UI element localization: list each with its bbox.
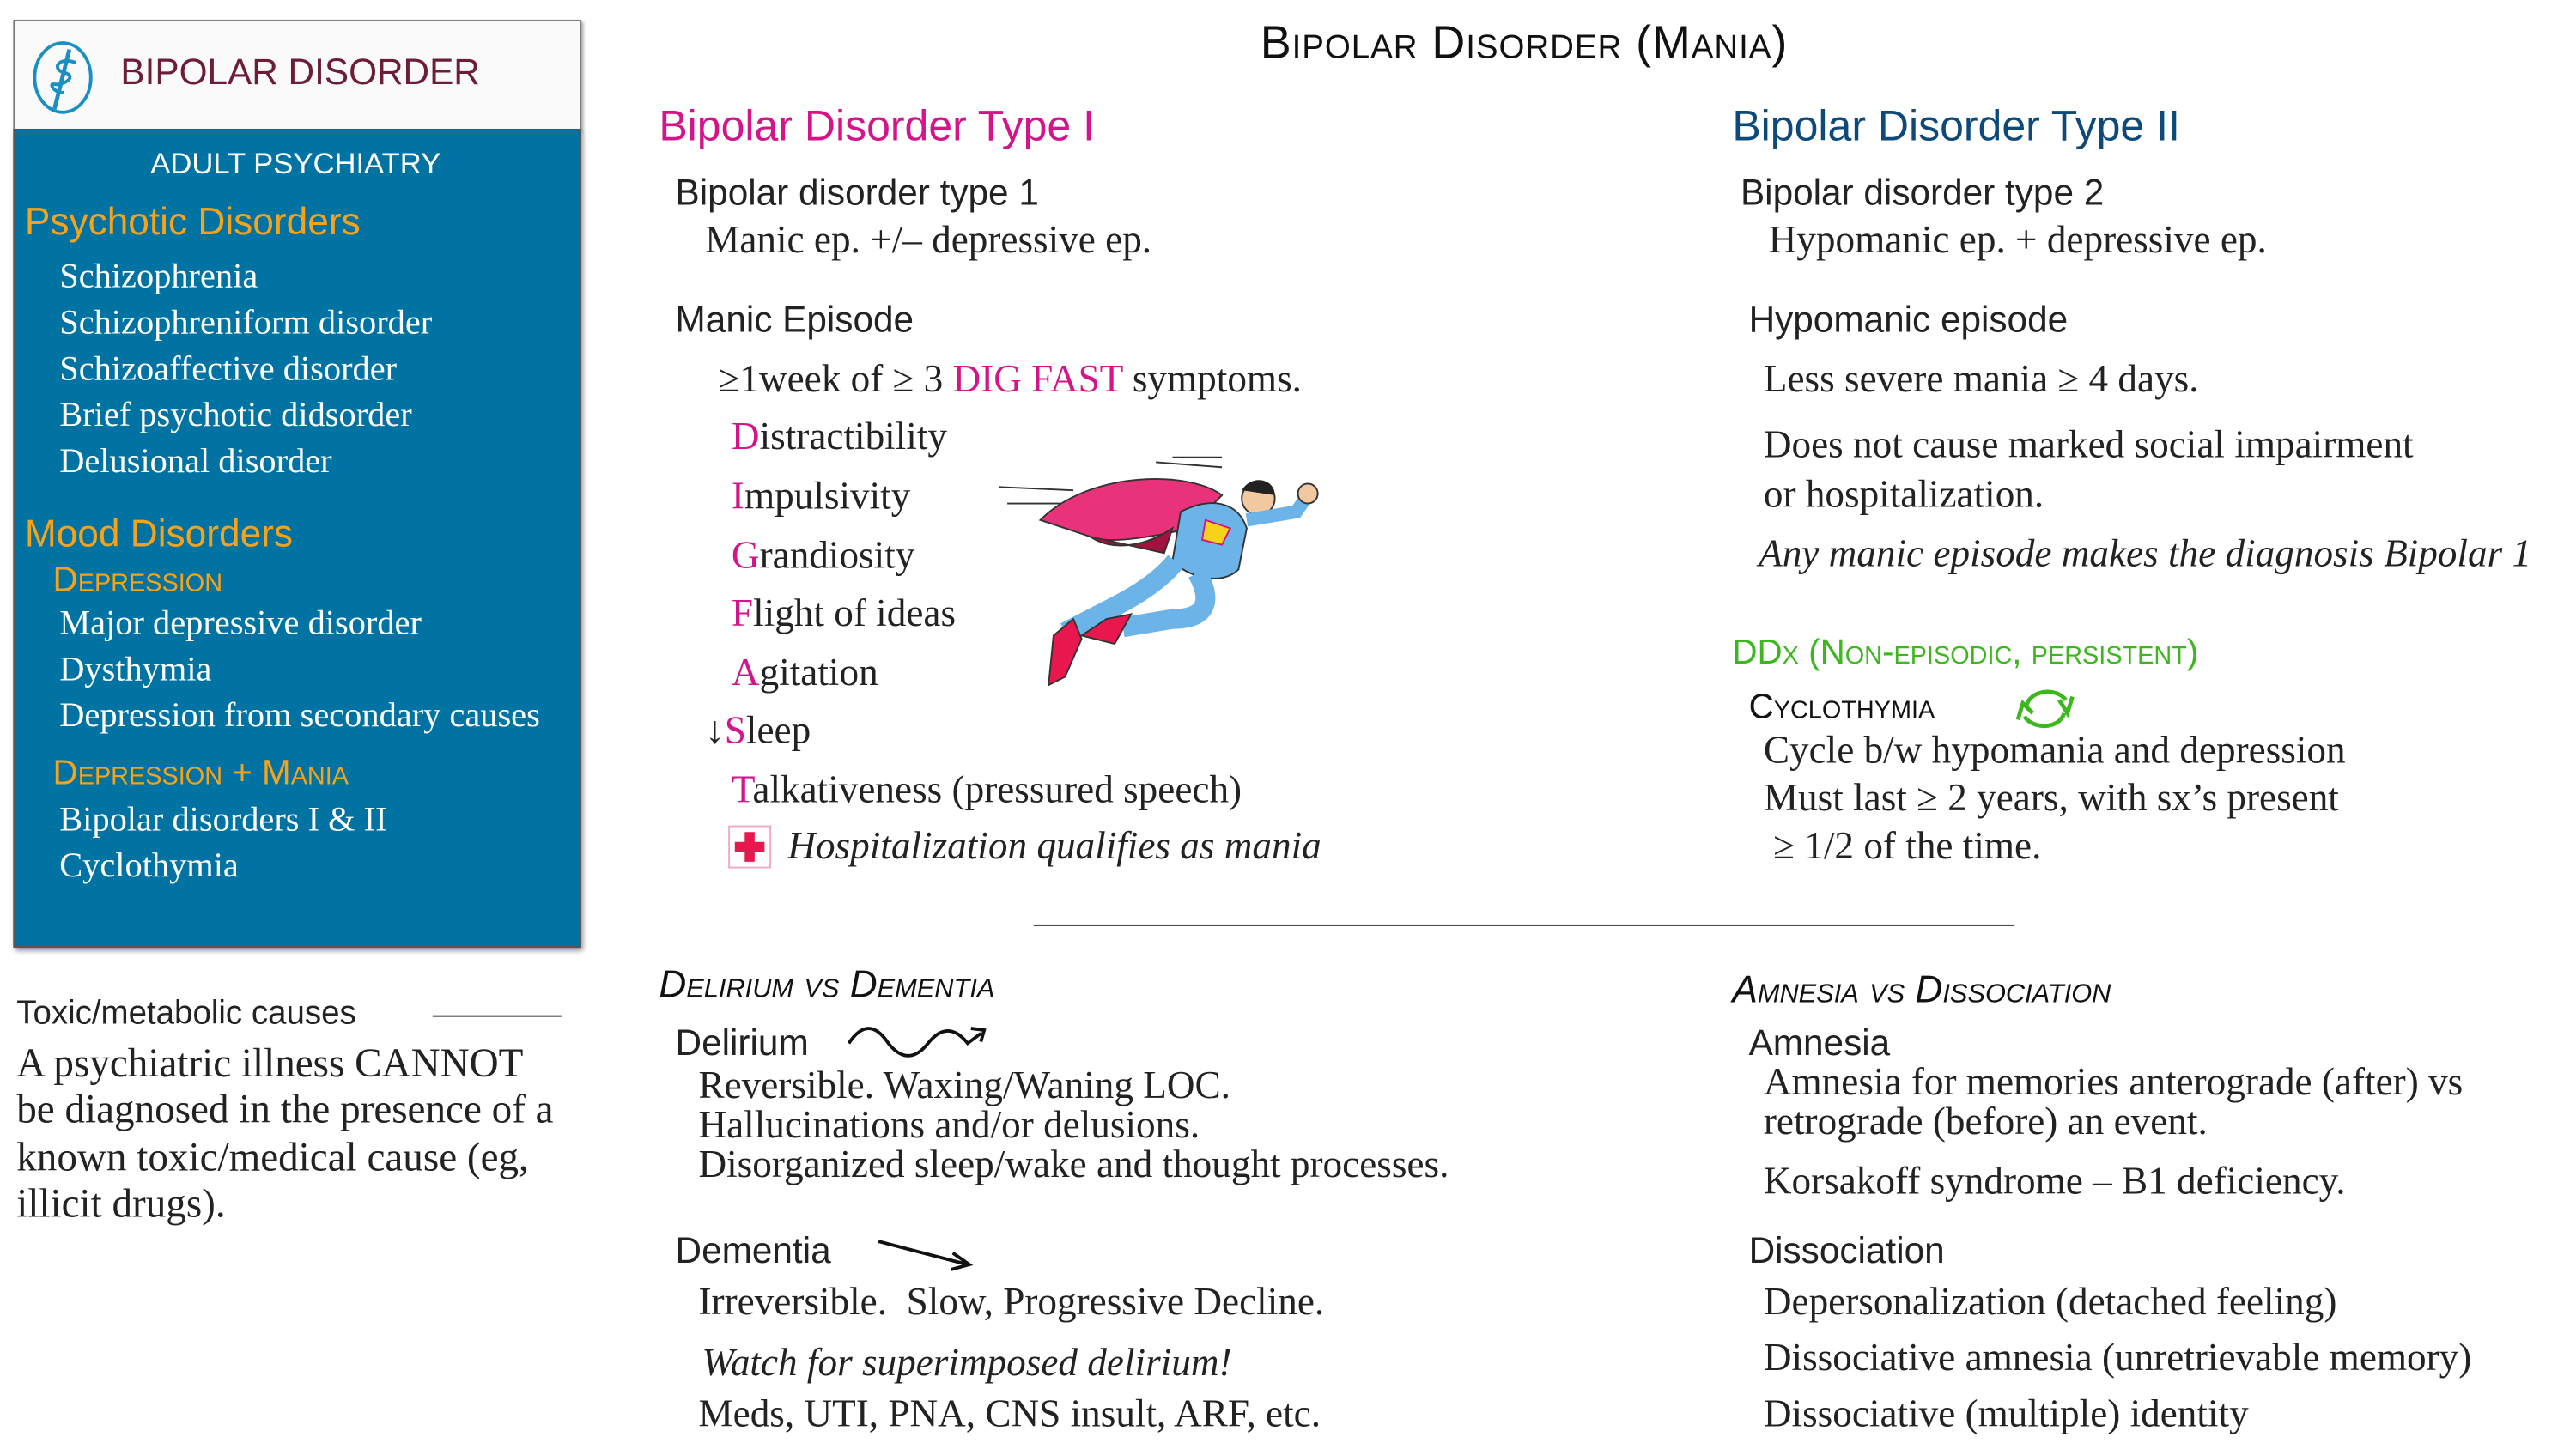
dig-fast-item: Talkativeness (pressured speech) [732,767,1242,814]
mnemonic-letter: I [731,475,744,518]
delirium-line: Disorganized sleep/wake and thought proc… [698,1143,1449,1187]
sidebar-item[interactable]: Cyclothymia [59,845,239,885]
amnesia-heading: Amnesia [1748,1022,1891,1064]
superhero-illustration [999,456,1319,687]
type1-definition: Manic ep. +/– depressive ep. [705,219,1152,263]
wavy-arrow-icon [847,1027,987,1058]
delirium-line: Reversible. Waxing/Waning LOC. [698,1064,1230,1108]
symptom-text: light of ideas [753,592,957,636]
delirium-dementia-heading: Delirium vs Dementia [659,962,995,1006]
sidebar-panel [13,129,581,948]
type2-subheading: Bipolar disorder type 2 [1740,172,2105,214]
toxic-line: illicit drugs). [16,1181,226,1227]
criteria-text: ≥1week of ≥ 3 [718,358,953,402]
amnesia-dissociation-heading: Amnesia vs Dissociation [1732,967,2111,1010]
delirium-heading: Delirium [675,1022,809,1064]
amnesia-line: Amnesia for memories anterograde (after)… [1763,1061,2464,1105]
criteria-text: symptoms. [1122,358,1302,402]
dig-fast-item: Flight of ideas [732,591,956,637]
bipolar1-note: Any manic episode makes the diagnosis Bi… [1759,533,2532,577]
sidebar-item[interactable]: Schizophreniform disorder [59,301,433,343]
mnemonic-letter: F [731,592,754,636]
dementia-causes: Meds, UTI, PNA, CNS insult, ARF, etc. [698,1393,1321,1437]
divider [432,1015,562,1017]
toxic-heading: Toxic/metabolic causes [16,995,356,1032]
dementia-line: Irreversible. Slow, Progressive Decline. [698,1281,1325,1325]
symptom-text: mpulsivity [744,475,911,518]
type2-heading: Bipolar Disorder Type II [1732,100,2180,151]
sidebar-subheading-depression-mania: Depression + Mania [52,754,349,793]
symptom-text: gitation [759,652,878,695]
declining-arrow-icon [878,1240,974,1271]
dig-fast-item: Impulsivity [732,474,910,520]
sidebar-item[interactable]: Delusional disorder [59,440,332,481]
toxic-line: known toxic/medical cause (eg, [16,1136,529,1181]
mnemonic: DIG FAST [952,358,1123,402]
hypomanic-line: or hospitalization. [1763,473,2044,517]
cyclothymia-line: Cycle b/w hypomania and depression [1763,730,2346,773]
mnemonic-letter: A [731,652,760,695]
delirium-line: Hallucinations and/or delusions. [698,1104,1200,1148]
cyclothymia-line: Must last ≥ 2 years, with sx’s present [1763,777,2339,821]
sidebar-subheading-depression: Depression [52,561,223,600]
type2-definition: Hypomanic ep. + depressive ep. [1768,219,2267,263]
hypomanic-line: Less severe mania ≥ 4 days. [1763,358,2199,402]
dig-fast-item: ↓Sleep [705,708,811,755]
red-cross-icon [728,825,772,869]
page-title: Bipolar Disorder (Mania) [1260,16,1789,68]
toxic-line: A psychiatric illness CANNOT [16,1041,524,1087]
sidebar-section-title: ADULT PSYCHIATRY [150,147,441,180]
cyclothymia-line: ≥ 1/2 of the time. [1763,825,2042,869]
dissociation-line: Dissociative amnesia (unretrievable memo… [1763,1337,2472,1380]
sidebar-item[interactable]: Major depressive disorder [59,602,422,643]
mnemonic-letter: G [731,535,760,579]
hypomanic-line: Does not cause marked social impairment [1763,424,2414,468]
dissociation-line: Depersonalization (detached feeling) [1763,1281,2337,1325]
rod-of-asclepius-icon [33,41,93,114]
ddx-heading: DDx (Non-episodic, persistent) [1732,634,2199,672]
section-divider [1033,924,2015,926]
cycle-arrows-icon [2015,689,2075,729]
sidebar-item[interactable]: Bipolar disorders I & II [59,798,387,839]
mnemonic-letter: S [724,709,746,753]
sidebar-item[interactable]: Brief psychotic didsorder [59,394,412,434]
sidebar-heading-psychotic: Psychotic Disorders [24,199,361,243]
manic-episode-heading: Manic Episode [675,299,914,341]
dementia-heading: Dementia [675,1229,831,1271]
brand-title: BIPOLAR DISORDER [120,51,480,93]
toxic-line: be diagnosed in the presence of a [16,1088,554,1133]
amnesia-line: Korsakoff syndrome – B1 deficiency. [1763,1160,2346,1203]
symptom-text: randiosity [759,535,915,579]
dementia-warning: Watch for superimposed delirium! [702,1342,1232,1385]
symptom-text: istractibility [759,415,948,459]
dig-fast-item: Distractibility [732,415,947,461]
down-arrow-icon: ↓ [705,709,725,753]
mnemonic-letter: D [731,415,760,459]
dissociation-heading: Dissociation [1748,1229,1945,1271]
symptom-text: alkativeness (pressured speech) [752,769,1242,813]
dig-fast-item: Agitation [732,651,878,697]
sidebar-heading-mood: Mood Disorders [24,512,294,555]
symptom-text: leep [745,709,811,753]
type1-subheading: Bipolar disorder type 1 [675,172,1039,214]
sidebar-item[interactable]: Dysthymia [59,648,212,688]
dig-fast-item: Grandiosity [732,533,914,579]
hypomanic-episode-heading: Hypomanic episode [1748,299,2069,341]
sidebar-item[interactable]: Schizophrenia [59,256,258,296]
dissociation-line: Dissociative (multiple) identity [1763,1393,2249,1437]
type1-heading: Bipolar Disorder Type I [659,100,1095,151]
sidebar-item[interactable]: Schizoaffective disorder [59,348,398,388]
brand-header: BIPOLAR DISORDER [13,20,581,132]
sidebar-item[interactable]: Depression from secondary causes [59,694,540,735]
mnemonic-letter: T [731,769,753,813]
hospitalization-note: Hospitalization qualifies as mania [787,825,1321,869]
cyclothymia-heading: Cyclothymia [1748,688,1935,727]
amnesia-line: retrograde (before) an event. [1763,1100,2208,1144]
dig-fast-criteria: ≥1week of ≥ 3 DIG FAST symptoms. [719,356,1302,403]
